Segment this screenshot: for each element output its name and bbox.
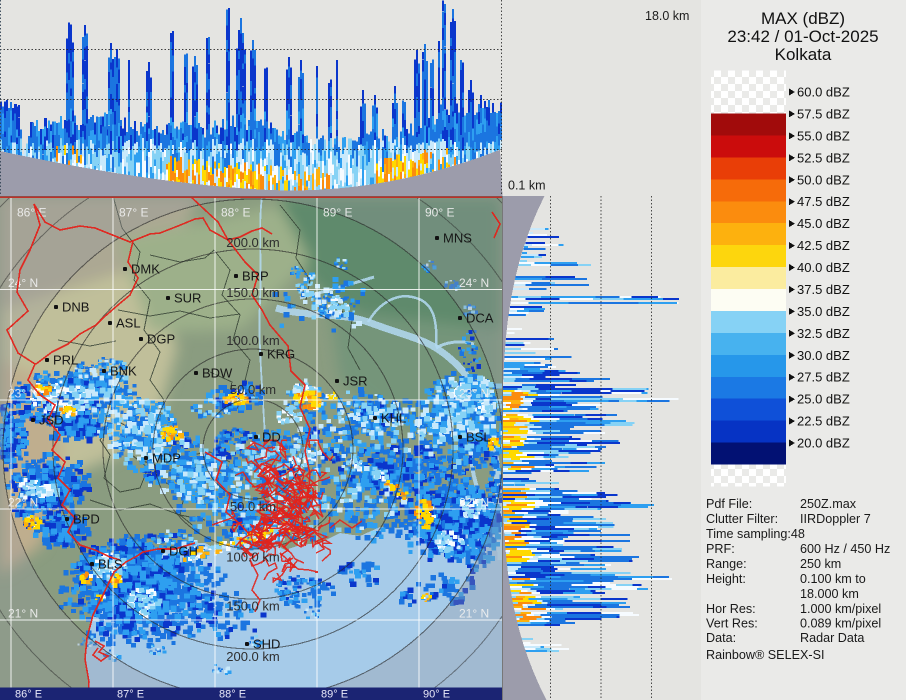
svg-text:Hor Res:: Hor Res: — [706, 602, 756, 616]
svg-text:Data:: Data: — [706, 631, 736, 645]
svg-text:57.5 dBZ: 57.5 dBZ — [797, 106, 850, 121]
svg-text:150.0 km: 150.0 km — [226, 599, 279, 614]
svg-text:600 Hz / 450 Hz: 600 Hz / 450 Hz — [800, 542, 890, 556]
svg-text:42.5 dBZ: 42.5 dBZ — [797, 238, 850, 253]
svg-text:JSR: JSR — [343, 374, 368, 389]
svg-text:200.0 km: 200.0 km — [226, 649, 279, 664]
svg-text:1.000 km/pixel: 1.000 km/pixel — [800, 602, 881, 616]
svg-text:22° N: 22° N — [459, 496, 489, 510]
svg-text:90° E: 90° E — [425, 206, 454, 220]
svg-text:BNK: BNK — [110, 364, 137, 379]
svg-text:BSL: BSL — [466, 430, 491, 445]
svg-text:86° E: 86° E — [15, 689, 42, 700]
svg-text:52.5 dBZ: 52.5 dBZ — [797, 150, 850, 165]
svg-text:21° N: 21° N — [459, 607, 489, 621]
svg-text:47.5 dBZ: 47.5 dBZ — [797, 194, 850, 209]
svg-text:60.0 dBZ: 60.0 dBZ — [797, 85, 850, 100]
svg-text:100.0 km: 100.0 km — [226, 333, 279, 348]
svg-text:BLS: BLS — [98, 557, 123, 572]
svg-text:0.100 km to: 0.100 km to — [800, 572, 866, 586]
svg-text:KRG: KRG — [267, 347, 295, 362]
svg-text:DCA: DCA — [466, 311, 494, 326]
svg-text:35.0 dBZ: 35.0 dBZ — [797, 304, 850, 319]
svg-text:DMK: DMK — [131, 262, 160, 277]
svg-text:BRP: BRP — [242, 269, 269, 284]
svg-text:Height:: Height: — [706, 572, 746, 586]
svg-text:32.5 dBZ: 32.5 dBZ — [797, 326, 850, 341]
svg-text:21° N: 21° N — [8, 607, 38, 621]
svg-text:250 km: 250 km — [800, 557, 841, 571]
svg-text:SUR: SUR — [174, 291, 201, 306]
svg-text:86° E: 86° E — [17, 206, 46, 220]
svg-text:PRL: PRL — [53, 353, 78, 368]
svg-text:DGH: DGH — [169, 544, 198, 559]
svg-text:DGP: DGP — [147, 332, 175, 347]
svg-text:SHD: SHD — [253, 637, 280, 652]
svg-text:Kolkata: Kolkata — [775, 45, 832, 64]
svg-text:Range:: Range: — [706, 557, 747, 571]
svg-text:40.0 dBZ: 40.0 dBZ — [797, 260, 850, 275]
svg-text:87° E: 87° E — [119, 206, 148, 220]
svg-text:89° E: 89° E — [321, 689, 348, 700]
svg-text:IIRDoppler 7: IIRDoppler 7 — [800, 512, 871, 526]
svg-text:22.5 dBZ: 22.5 dBZ — [797, 414, 850, 429]
svg-text:150.0 km: 150.0 km — [226, 285, 279, 300]
svg-text:0.1 km: 0.1 km — [508, 179, 546, 193]
svg-text:18.0 km: 18.0 km — [645, 9, 689, 23]
svg-text:25.0 dBZ: 25.0 dBZ — [797, 392, 850, 407]
svg-text:0.089 km/pixel: 0.089 km/pixel — [800, 616, 881, 630]
svg-text:BDW: BDW — [202, 366, 233, 381]
svg-text:MDP: MDP — [152, 451, 181, 466]
svg-text:89° E: 89° E — [323, 206, 352, 220]
svg-text:BPD: BPD — [73, 512, 100, 527]
svg-text:ASL: ASL — [116, 316, 141, 331]
svg-text:250Z.max: 250Z.max — [800, 497, 857, 511]
svg-text:37.5 dBZ: 37.5 dBZ — [797, 282, 850, 297]
svg-text:Clutter Filter:: Clutter Filter: — [706, 512, 778, 526]
svg-text:50.0 km: 50.0 km — [230, 382, 276, 397]
svg-text:200.0 km: 200.0 km — [226, 235, 279, 250]
svg-text:DNB: DNB — [62, 300, 89, 315]
svg-text:100.0 km: 100.0 km — [226, 550, 279, 565]
svg-text:87° E: 87° E — [117, 689, 144, 700]
svg-text:DD: DD — [262, 430, 281, 445]
svg-text:Rainbow® SELEX-SI: Rainbow® SELEX-SI — [706, 648, 824, 662]
svg-text:23:42 / 01-Oct-2025: 23:42 / 01-Oct-2025 — [727, 27, 878, 46]
svg-text:45.0 dBZ: 45.0 dBZ — [797, 216, 850, 231]
svg-text:90° E: 90° E — [423, 689, 450, 700]
svg-text:88° E: 88° E — [221, 206, 250, 220]
svg-text:30.0 dBZ: 30.0 dBZ — [797, 348, 850, 363]
svg-text:50.0 dBZ: 50.0 dBZ — [797, 172, 850, 187]
svg-text:20.0 dBZ: 20.0 dBZ — [797, 436, 850, 451]
svg-text:Time sampling:48: Time sampling:48 — [706, 527, 805, 541]
svg-text:18.000 km: 18.000 km — [800, 587, 859, 601]
svg-text:50.0 km: 50.0 km — [230, 499, 276, 514]
svg-text:MNS: MNS — [443, 231, 472, 246]
svg-text:27.5 dBZ: 27.5 dBZ — [797, 370, 850, 385]
svg-text:55.0 dBZ: 55.0 dBZ — [797, 128, 850, 143]
svg-text:23° N: 23° N — [8, 387, 38, 401]
svg-text:88° E: 88° E — [219, 689, 246, 700]
svg-text:Pdf File:: Pdf File: — [706, 497, 752, 511]
svg-text:MAX (dBZ): MAX (dBZ) — [761, 9, 845, 28]
svg-text:Vert Res:: Vert Res: — [706, 616, 758, 630]
svg-text:PRF:: PRF: — [706, 542, 735, 556]
svg-text:JSD: JSD — [39, 413, 64, 428]
svg-text:22° N: 22° N — [8, 496, 38, 510]
svg-text:24° N: 24° N — [459, 276, 489, 290]
svg-text:KHL: KHL — [381, 411, 406, 426]
svg-text:24° N: 24° N — [8, 276, 38, 290]
svg-text:Radar Data: Radar Data — [800, 631, 864, 645]
svg-text:23° N: 23° N — [459, 387, 489, 401]
